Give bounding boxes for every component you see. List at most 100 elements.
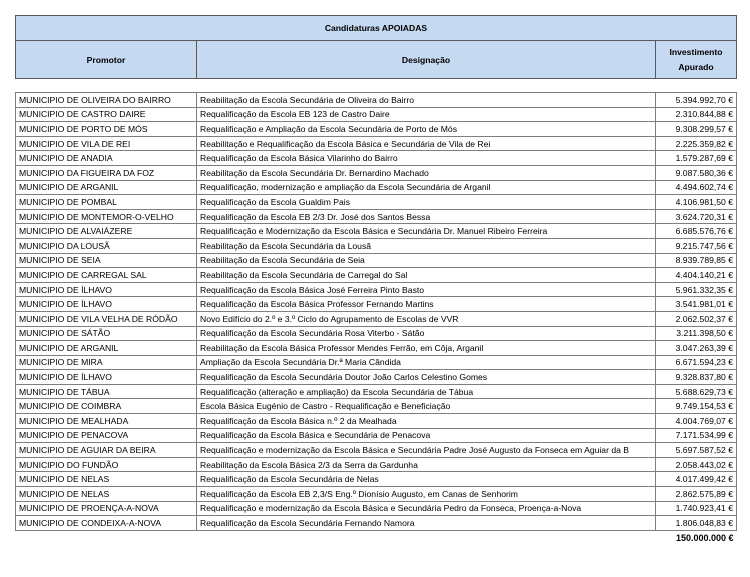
promotor: MUNICIPIO DO FUNDÃO xyxy=(15,456,197,473)
investimento: 2.862.575,89 € xyxy=(655,486,737,502)
designacao: Reabilitação da Escola Secundária da Lou… xyxy=(196,237,656,254)
promotor: MUNICIPIO DE MEALHADA xyxy=(15,413,197,429)
promotor: MUNICIPIO DE ARGANIL xyxy=(15,340,197,356)
investimento: 9.215.747,56 € xyxy=(655,237,737,254)
title-row: Candidaturas APOIADAS xyxy=(15,15,737,41)
total: 150.000.000 € xyxy=(675,533,734,544)
promotor: MUNICIPIO DE NELAS xyxy=(15,486,197,502)
designacao: Requalificação e Ampliação da Escola Sec… xyxy=(196,121,656,137)
table-row: MUNICIPIO DE PROENÇA-A-NOVA Requalificaçã… xyxy=(15,500,737,517)
designacao: Requalificação da Escola Básica Vilarinh… xyxy=(196,150,656,166)
investimento: 4.106.981,50 € xyxy=(655,194,737,210)
promotor: MUNICIPIO DE ANADIA xyxy=(15,150,197,166)
table-row: MUNICIPIO DE ALVAIÁZERE Requalificação e … xyxy=(15,223,737,239)
table-row: MUNICIPIO DE POMBAL Requalificação da Esc… xyxy=(15,194,737,210)
table-row: MUNICIPIO DE SEIA Reabilitação da Escola … xyxy=(15,252,737,269)
investimento: 9.308.299,57 € xyxy=(655,121,737,137)
candidaturas-table: Candidaturas APOIADAS Promotor Designaçã… xyxy=(15,15,737,546)
promotor: MUNICIPIO DE SÁTÃO xyxy=(15,325,197,342)
table-row: MUNICIPIO DE CASTRO DAIRE Requalificação … xyxy=(15,106,737,123)
promotor: MUNICIPIO DE ÍLHAVO xyxy=(15,369,197,385)
table-row: MUNICIPIO DE ARGANIL Reabilitação da Esco… xyxy=(15,340,737,356)
table-row: MUNICIPIO DE MONTEMOR-O-VELHO Requalifica… xyxy=(15,208,737,225)
table-row: MUNICIPIO DE PORTO DE MÓS Requalificação … xyxy=(15,121,737,137)
total-row: 150.000.000 € xyxy=(16,530,737,546)
table-row: MUNICIPIO DE TÁBUA Requalificação (altera… xyxy=(15,383,737,400)
table-row: MUNICIPIO DE OLIVEIRA DO BAIRRO Reabilita… xyxy=(15,92,737,108)
promotor: MUNICIPIO DE VILA DE REI xyxy=(15,135,197,152)
table-row: MUNICIPIO DE ANADIA Requalificação da Esc… xyxy=(15,150,737,166)
promotor: MUNICIPIO DE ARGANIL xyxy=(15,179,197,196)
investimento: 5.961.332,35 € xyxy=(655,281,737,298)
designacao: Requalificação da Escola Básica n.º 2 da… xyxy=(196,413,656,429)
promotor: MUNICIPIO DE PORTO DE MÓS xyxy=(15,121,197,137)
designacao: Requalificação da Escola Secundária Rosa… xyxy=(196,325,656,342)
table-row: MUNICIPIO DE NELAS Requalificação da Esco… xyxy=(15,486,737,502)
investimento: 4.017.499,42 € xyxy=(655,471,737,488)
designacao: Reabilitação da Escola Secundária de Car… xyxy=(196,267,656,283)
designacao: Reabilitação da Escola Secundária Dr. Be… xyxy=(196,164,656,181)
investimento: 2.058.443,02 € xyxy=(655,456,737,473)
promotor: MUNICIPIO DA FIGUEIRA DA FOZ xyxy=(15,164,197,181)
table-title: Candidaturas APOIADAS xyxy=(15,15,737,41)
column-header: Investimento Apurado xyxy=(655,40,737,79)
investimento: 4.404.140,21 € xyxy=(655,267,737,283)
investimento: 1.806.048,83 € xyxy=(655,515,737,531)
investimento: 3.047.263,39 € xyxy=(655,340,737,356)
designacao: Requalificação da Escola Secundária de N… xyxy=(196,471,656,488)
promotor: MUNICIPIO DE ALVAIÁZERE xyxy=(15,223,197,239)
investimento: 2.310.844,88 € xyxy=(655,106,737,123)
promotor: MUNICIPIO DE AGUIAR DA BEIRA xyxy=(15,442,197,458)
investimento: 1.740.923,41 € xyxy=(655,500,737,517)
designacao: Reabilitação da Escola Básica 2/3 da Ser… xyxy=(196,456,656,473)
blank-row xyxy=(15,78,737,93)
designacao: Requalificação da Escola Secundária Fern… xyxy=(196,515,656,531)
investimento: 3.211.398,50 € xyxy=(655,325,737,342)
investimento: 5.394.992,70 € xyxy=(655,92,737,108)
designacao: Requalificação da Escola Básica Professo… xyxy=(196,296,656,312)
investimento: 6.671.594,23 € xyxy=(655,354,737,371)
promotor: MUNICIPIO DE PENACOVA xyxy=(15,427,197,444)
investimento: 4.004.769,07 € xyxy=(655,413,737,429)
designacao: Reabilitação da Escola Secundária de Oli… xyxy=(196,92,656,108)
promotor: MUNICIPIO DE COIMBRA xyxy=(15,398,197,415)
investimento: 5.688.629,73 € xyxy=(655,383,737,400)
promotor: MUNICIPIO DE CONDEIXA-A-NOVA xyxy=(15,515,197,531)
promotor: MUNICIPIO DE OLIVEIRA DO BAIRRO xyxy=(15,92,197,108)
designacao: Requalificação da Escola EB 123 de Castr… xyxy=(196,106,656,123)
table-row: MUNICIPIO DE COIMBRA Escola Básica Eugéni… xyxy=(15,398,737,415)
promotor: MUNICIPIO DE ÍLHAVO xyxy=(15,281,197,298)
promotor: MUNICIPIO DE POMBAL xyxy=(15,194,197,210)
investimento: 2.062.502,37 € xyxy=(655,310,737,327)
promotor: MUNICIPIO DE ÍLHAVO xyxy=(15,296,197,312)
promotor: MUNICIPIO DE PROENÇA-A-NOVA xyxy=(15,500,197,517)
table-row: MUNICIPIO DE VILA VELHA DE RÓDÃO Novo Edi… xyxy=(15,310,737,327)
table-row: MUNICIPIO DE ARGANIL Requalificação, mode… xyxy=(15,179,737,196)
designacao: Reabilitação e Requalificação da Escola … xyxy=(196,135,656,152)
designacao: Novo Edifício do 2.º e 3.º Ciclo do Agru… xyxy=(196,310,656,327)
column-header: Promotor xyxy=(15,40,197,79)
designacao: Ampliação da Escola Secundária Dr.ª Mari… xyxy=(196,354,656,371)
investimento: 8.939.789,85 € xyxy=(655,252,737,269)
table-row: MUNICIPIO DE SÁTÃO Requalificação da Esco… xyxy=(15,325,737,342)
table-row: MUNICIPIO DO FUNDÃO Reabilitação da Escol… xyxy=(15,456,737,473)
table-row: MUNICIPIO DE MEALHADA Requalificação da E… xyxy=(15,413,737,429)
designacao: Requalificação da Escola Básica José Fer… xyxy=(196,281,656,298)
table-row: MUNICIPIO DE ÍLHAVO Requalificação da Esc… xyxy=(15,281,737,298)
investimento: 5.697.587,52 € xyxy=(655,442,737,458)
investimento: 2.225.359,82 € xyxy=(655,135,737,152)
investimento: 1.579.287,69 € xyxy=(655,150,737,166)
designacao: Escola Básica Eugénio de Castro - Requal… xyxy=(196,398,656,415)
promotor: MUNICIPIO DE TÁBUA xyxy=(15,383,197,400)
table-row: MUNICIPIO DE PENACOVA Requalificação da E… xyxy=(15,427,737,444)
promotor: MUNICIPIO DE MIRA xyxy=(15,354,197,371)
designacao: Requalificação, modernização e ampliação… xyxy=(196,179,656,196)
investimento: 9.087.580,36 € xyxy=(655,164,737,181)
designacao: Reabilitação da Escola Secundária de Sei… xyxy=(196,252,656,269)
designacao: Requalificação da Escola EB 2,3/S Eng.º … xyxy=(196,486,656,502)
investimento: 4.494.602,74 € xyxy=(655,179,737,196)
investimento: 7.171.534,99 € xyxy=(655,427,737,444)
designacao: Requalificação (alteração e ampliação) d… xyxy=(196,383,656,400)
promotor: MUNICIPIO DA LOUSÃ xyxy=(15,237,197,254)
table-row: MUNICIPIO DE VILA DE REI Reabilitação e R… xyxy=(15,135,737,152)
